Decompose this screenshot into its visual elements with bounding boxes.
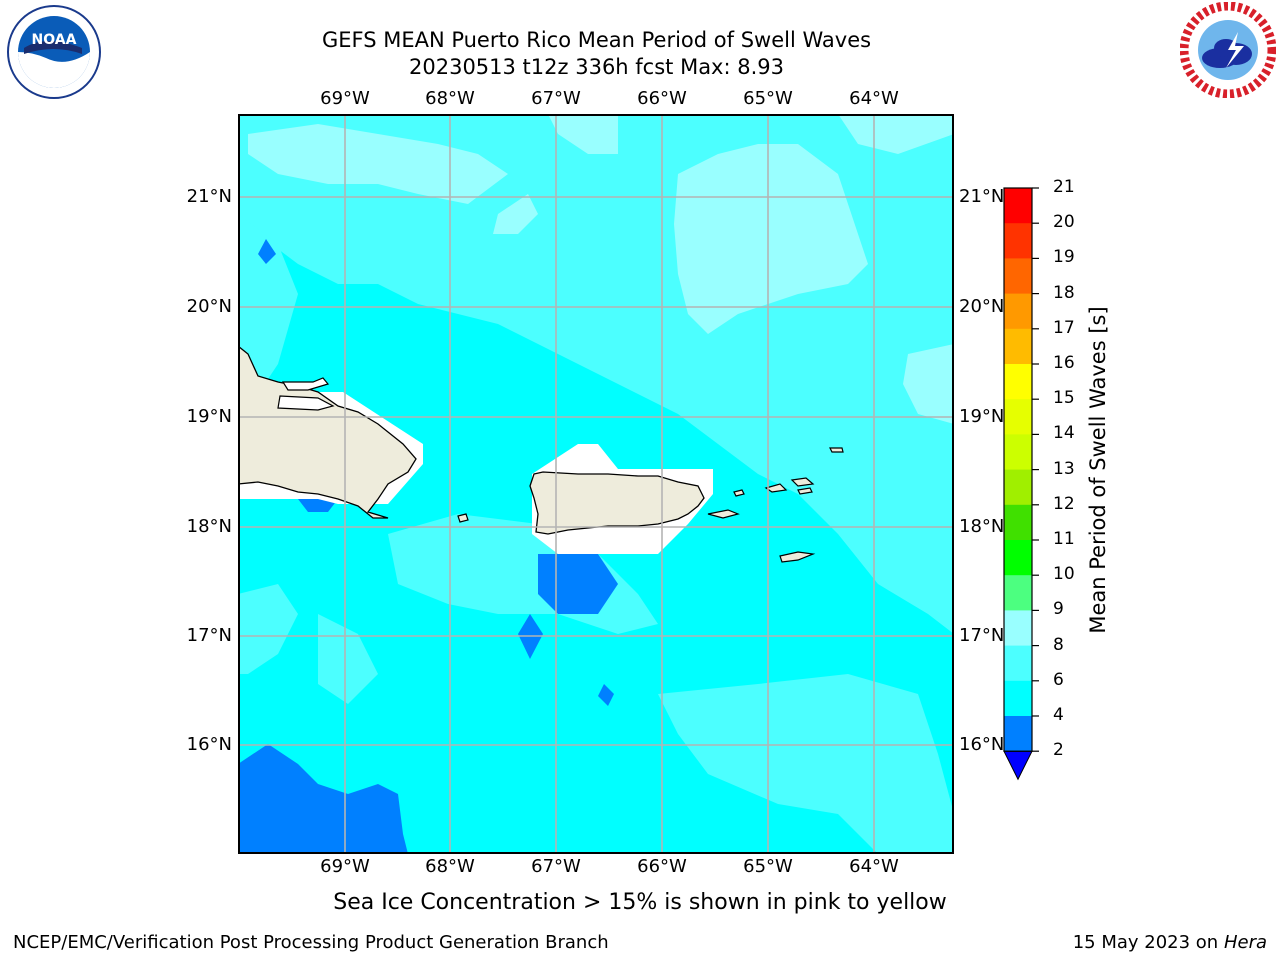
colorbar-segment: [1004, 223, 1032, 259]
colorbar-segment: [1004, 364, 1032, 400]
lon-label: 69°W: [320, 856, 370, 877]
lat-label: 16°N: [959, 734, 1005, 755]
land-anegada: [829, 447, 844, 453]
colorbar-segment: [1004, 645, 1032, 682]
field-2-4-patch2: [598, 684, 614, 706]
colorbar-segment: [1004, 540, 1032, 576]
colorbar-tick-label: 8: [1053, 634, 1064, 655]
lat-label: 18°N: [959, 516, 1005, 537]
lat-label: 17°N: [186, 625, 232, 646]
lat-label: 20°N: [186, 296, 232, 317]
field-6-8-southeast: [658, 674, 954, 854]
coast-samana: [277, 395, 335, 411]
colorbar-tick-label: 21: [1053, 177, 1075, 197]
field-8-9-topright: [838, 114, 954, 154]
land-mona: [457, 513, 469, 523]
colorbar-tick-label: 16: [1053, 353, 1075, 373]
colorbar-tick-label: 12: [1053, 493, 1075, 514]
lat-label: 21°N: [959, 186, 1005, 207]
colorbar-segment: [1004, 293, 1032, 330]
colorbar-tick-label: 10: [1053, 564, 1075, 585]
colorbar-tick-label: 18: [1053, 282, 1075, 303]
noaa-logo-text: NOAA: [32, 32, 77, 48]
colorbar-tick-label: 2: [1053, 740, 1064, 761]
colorbar-segment: [1004, 610, 1032, 647]
colorbar-segment: [1004, 680, 1032, 717]
colorbar-tick-label: 19: [1053, 247, 1075, 268]
lon-label: 69°W: [320, 88, 370, 109]
lon-label: 66°W: [637, 856, 687, 877]
footer-date-text: 15 May 2023 on: [1072, 932, 1219, 953]
footer-host: Hera: [1223, 932, 1267, 953]
field-2-4-southwest: [238, 744, 408, 854]
colorbar-segment: [1004, 328, 1032, 365]
lat-label: 19°N: [959, 406, 1005, 427]
lon-label: 66°W: [637, 88, 687, 109]
land-puerto-rico: [529, 471, 705, 535]
field-8-9-east: [903, 344, 954, 424]
field-8-9-top: [548, 114, 618, 154]
field-8-9-northeast: [674, 144, 868, 334]
colorbar-segment: [1004, 434, 1032, 471]
colorbar-extend-arrow: [1003, 750, 1033, 781]
lon-label: 68°W: [425, 88, 475, 109]
colorbar-tick-label: 17: [1053, 317, 1075, 338]
colorbar-segment: [1004, 469, 1032, 506]
lat-label: 17°N: [959, 625, 1005, 646]
colorbar-segment: [1004, 504, 1032, 541]
field-8-9-patch: [493, 194, 538, 234]
colorbar-tick-label: 9: [1053, 599, 1064, 620]
field-8-9-north: [248, 124, 508, 204]
lon-label: 67°W: [531, 856, 581, 877]
colorbar-tick-label: 4: [1053, 705, 1064, 725]
map-subtitle: 20230513 t12z 336h fcst Max: 8.93: [409, 55, 784, 79]
lon-label: 65°W: [743, 856, 793, 877]
lon-label: 64°W: [849, 856, 899, 877]
colorbar-tick-label: 15: [1053, 388, 1075, 409]
lat-label: 16°N: [186, 734, 232, 755]
colorbar-segment: [1004, 188, 1032, 224]
land-bvi: [790, 477, 815, 495]
lat-label: 21°N: [186, 186, 232, 207]
colorbar-tick-label: 13: [1053, 458, 1075, 479]
colorbar-tick-label: 11: [1053, 529, 1075, 549]
lon-label: 65°W: [743, 88, 793, 109]
lat-label: 19°N: [186, 406, 232, 427]
colorbar: [1003, 187, 1039, 781]
nws-logo: [1180, 2, 1276, 98]
field-2-4-patch4: [258, 239, 276, 264]
footer-date: 15 May 2023 on Hera: [1073, 932, 1267, 953]
colorbar-segment: [1004, 399, 1032, 435]
land-st-thomas: [764, 483, 788, 493]
field-6-8-southwest: [238, 584, 298, 674]
colorbar-segment: [1004, 575, 1032, 611]
land-vieques: [707, 509, 740, 519]
colorbar-segment: [1004, 258, 1032, 295]
land-culebra: [733, 489, 745, 497]
field-6-8-west: [238, 214, 298, 394]
swell-period-map: [238, 114, 954, 854]
footer-credit: NCEP/EMC/Verification Post Processing Pr…: [13, 932, 609, 953]
field-2-4-patch3: [298, 499, 338, 512]
sea-ice-note: Sea Ice Concentration > 15% is shown in …: [333, 890, 947, 915]
colorbar-segment: [1004, 716, 1032, 752]
lat-label: 18°N: [186, 516, 232, 537]
map-border: [238, 114, 954, 854]
colorbar-tick-label: 6: [1053, 669, 1064, 690]
lat-label: 20°N: [959, 296, 1005, 317]
colorbar-tick-label: 14: [1053, 423, 1075, 444]
colorbar-tick-label: 20: [1053, 212, 1075, 233]
noaa-logo: NOAA: [7, 5, 101, 99]
graticule: [238, 114, 954, 854]
coast-north: [281, 377, 330, 391]
lon-label: 67°W: [531, 88, 581, 109]
land-st-croix: [779, 551, 816, 563]
lon-label: 64°W: [849, 88, 899, 109]
map-title: GEFS MEAN Puerto Rico Mean Period of Swe…: [321, 28, 872, 52]
colorbar-label: Mean Period of Swell Waves [s]: [1086, 306, 1110, 634]
field-2-4-mona: [538, 554, 618, 614]
lon-label: 68°W: [425, 856, 475, 877]
